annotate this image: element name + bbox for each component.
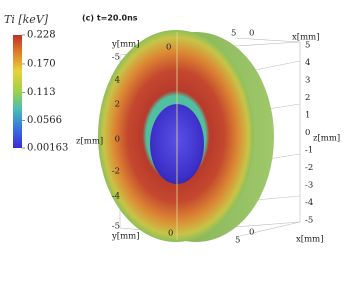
z-tick-label: 3 [305, 76, 310, 86]
panel-title: (c) t=20.0ns [82, 14, 138, 23]
colorbar-tick-label: 0.0566 [27, 115, 62, 126]
colorbar [13, 35, 22, 148]
x-tick-label: 0 [249, 29, 254, 39]
x-tick-label: 5 [235, 236, 240, 246]
axis-label: z[mm] [313, 134, 340, 144]
z-tick-label: 4 [305, 58, 310, 68]
z-tick-label: -2 [305, 163, 313, 173]
axis-label: x[mm] [292, 33, 320, 43]
z-tick-label: -5 [305, 216, 313, 226]
x-tick-label: 5 [231, 29, 236, 39]
colorbar-tick-label: 0.170 [27, 58, 56, 69]
z-tick-label: -5 [112, 53, 120, 63]
z-tick-label: 0 [115, 135, 120, 145]
z-tick-label: -2 [112, 167, 120, 177]
z-tick-label: -4 [305, 198, 313, 208]
colorbar-tick-label: 0.113 [27, 87, 56, 98]
colorbar-tick-label: 0.00163 [27, 143, 68, 154]
x-tick-label: 0 [166, 43, 171, 53]
x-tick-label: 0 [249, 228, 254, 238]
axis-label: z[mm] [76, 137, 103, 147]
z-tick-label: 5 [305, 41, 310, 51]
colorbar-tick-label: 0.228 [27, 30, 56, 41]
z-tick-label: -3 [305, 181, 313, 191]
axis-label: y[mm] [111, 40, 140, 50]
z-tick-label: 0 [305, 128, 310, 138]
z-tick-label: -1 [305, 146, 313, 156]
axis-label: x[mm] [296, 235, 324, 245]
z-tick-label: -4 [112, 192, 120, 202]
z-tick-label: -5 [112, 222, 120, 232]
x-tick-label: 0 [168, 229, 173, 239]
z-tick-label: 1 [305, 111, 310, 121]
colorbar-title: Ti [keV] [4, 13, 49, 26]
z-tick-label: 2 [115, 100, 120, 110]
axis-label: y[mm] [111, 232, 140, 242]
z-tick-label: 4 [115, 76, 120, 86]
z-tick-label: 2 [305, 93, 310, 103]
